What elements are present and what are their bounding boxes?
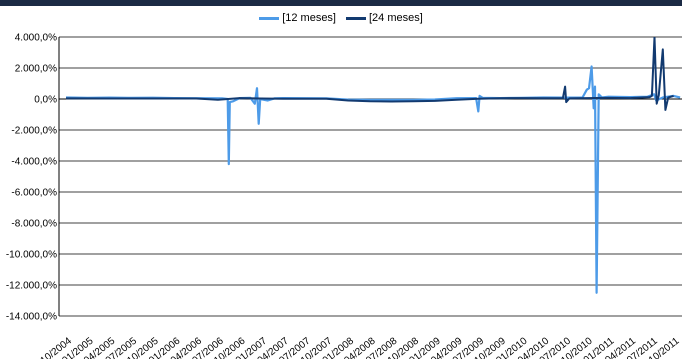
legend-label-12-meses: [12 meses] [282, 12, 336, 24]
legend-label-24-meses: [24 meses] [369, 12, 423, 24]
legend-swatch-24-meses [346, 16, 366, 20]
y-tick-label: -14.000,0% [6, 312, 57, 323]
y-tick-label: 2.000,0% [15, 64, 57, 75]
y-tick-label: -10.000,0% [6, 250, 57, 261]
y-tick-label: -6.000,0% [11, 188, 57, 199]
series-line-12-meses [65, 65, 681, 294]
y-tick-label: -12.000,0% [6, 281, 57, 292]
y-tick-label: 4.000,0% [15, 33, 57, 44]
legend-item-24-meses: [24 meses] [346, 12, 423, 24]
y-tick-label: 0,0% [34, 95, 57, 106]
legend-swatch-12-meses [259, 16, 280, 20]
top-bar [0, 0, 682, 6]
legend: [12 meses] [24 meses] [0, 12, 682, 24]
legend-item-12-meses: [12 meses] [259, 12, 336, 24]
y-tick-label: -4.000,0% [11, 157, 57, 168]
y-tick-label: -2.000,0% [11, 126, 57, 137]
y-tick-label: -8.000,0% [11, 219, 57, 230]
series-line-24-meses [65, 37, 674, 111]
